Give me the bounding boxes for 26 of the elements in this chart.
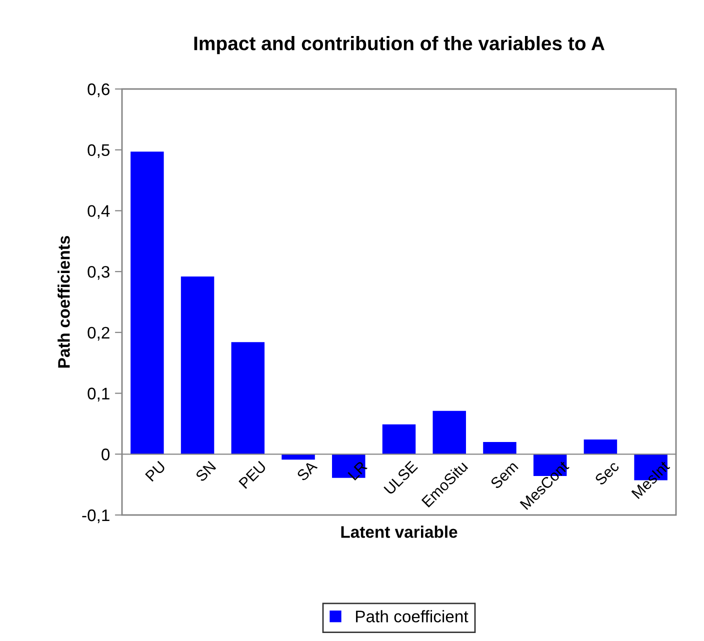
x-tick-label: Sem [490, 460, 519, 490]
chart-title: Impact and contribution of the variables to A [194, 36, 604, 54]
bar [282, 454, 315, 460]
x-tick-label: SA [296, 460, 318, 482]
y-tick-label: 0,4 [88, 205, 110, 219]
x-axis-title: Latent variable [341, 526, 458, 538]
bar [180, 276, 214, 454]
x-tick-label: SN [194, 460, 216, 482]
bar [432, 410, 466, 454]
bar [382, 424, 416, 454]
x-tick-label: LR [348, 460, 368, 480]
x-tick-label: Sec [594, 460, 620, 486]
y-tick-label: 0,5 [88, 144, 110, 158]
legend-label: Path coefficient [356, 610, 468, 622]
bar [231, 342, 265, 454]
y-tick-label: 0,6 [88, 83, 110, 98]
x-tick-label: PU [145, 460, 166, 482]
y-tick-label: 0,3 [88, 266, 110, 280]
y-tick-label: 0,1 [88, 388, 110, 402]
y-tick-label: 0,2 [88, 326, 110, 341]
bar [483, 442, 516, 454]
bar [584, 440, 618, 454]
bar [130, 152, 164, 454]
y-axis-title: Path coefficients [58, 236, 70, 368]
y-tick-label: 0 [102, 448, 110, 460]
y-tick-label: -0,1 [82, 509, 110, 524]
